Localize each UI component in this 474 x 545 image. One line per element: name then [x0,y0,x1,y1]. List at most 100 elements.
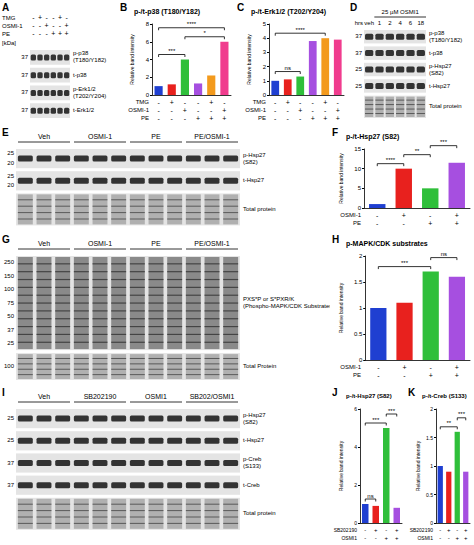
svg-text:18: 18 [417,20,424,26]
svg-text:H: H [332,234,339,245]
svg-text:-: - [45,30,48,37]
svg-text:5: 5 [263,21,267,27]
svg-text:Relative band intensity: Relative band intensity [415,440,421,491]
svg-text:+: + [58,30,62,37]
svg-text:+: + [402,364,406,371]
svg-text:**: ** [415,148,420,154]
svg-text:25: 25 [355,66,362,72]
svg-text:-: - [274,99,277,106]
svg-text:C: C [237,2,244,13]
svg-text:0: 0 [146,92,150,98]
svg-text:***: *** [372,417,380,423]
svg-text:-: - [403,220,406,227]
svg-text:-: - [375,535,377,541]
svg-text:-: - [32,30,35,37]
svg-text:+: + [209,115,213,122]
svg-text:TMG: TMG [136,99,150,105]
svg-text:4: 4 [398,20,402,26]
svg-text:J: J [332,387,338,398]
svg-text:+: + [58,14,62,21]
svg-text:+: + [374,527,378,533]
svg-text:-: - [223,99,226,106]
svg-text:20: 20 [7,160,14,166]
svg-text:veh: veh [364,20,374,26]
svg-text:Total Protein: Total Protein [243,363,276,369]
svg-text:25: 25 [7,415,14,421]
svg-text:p-/t-Creb (S133): p-/t-Creb (S133) [422,393,467,399]
svg-text:-: - [157,99,160,106]
svg-text:G: G [2,234,10,245]
svg-text:TMG: TMG [253,99,267,105]
svg-text:0: 0 [430,520,433,526]
svg-text:2: 2 [430,406,433,412]
svg-text:****: **** [296,27,306,33]
svg-text:p-/t-Hsp27 (S82): p-/t-Hsp27 (S82) [346,393,392,399]
svg-text:OSMI-1: OSMI-1 [245,107,266,113]
svg-text:100: 100 [4,286,15,292]
svg-text:+: + [323,115,327,122]
svg-text:1: 1 [359,305,363,311]
svg-text:-: - [287,115,290,122]
svg-text:37: 37 [7,327,14,333]
svg-text:p-p38: p-p38 [73,50,89,56]
svg-text:0: 0 [359,357,363,363]
svg-text:Veh: Veh [38,133,50,140]
svg-text:***: *** [401,260,409,266]
svg-text:-: - [430,364,433,371]
svg-text:-: - [274,115,277,122]
svg-text:t-p38: t-p38 [429,50,443,56]
svg-text:+: + [336,107,340,114]
svg-text:6: 6 [409,20,413,26]
svg-text:(Phospho-MAPK/CDK Substrates): (Phospho-MAPK/CDK Substrates) [243,303,330,309]
svg-text:+: + [455,212,459,219]
svg-text:(T180/Y182): (T180/Y182) [429,37,462,43]
svg-text:OSMI-1: OSMI-1 [340,364,361,370]
svg-text:-: - [39,30,42,37]
svg-text:25: 25 [7,173,14,179]
svg-text:OSMI-1: OSMI-1 [88,133,112,140]
svg-text:3: 3 [263,49,267,55]
svg-text:hrs: hrs [355,20,363,26]
svg-text:t-p38: t-p38 [73,72,87,78]
svg-text:25 µM OSMI1: 25 µM OSMI1 [382,9,420,15]
svg-text:Total protein: Total protein [243,510,276,516]
svg-text:(S82): (S82) [243,159,258,165]
svg-text:2: 2 [146,74,150,80]
svg-text:+: + [45,22,49,29]
svg-text:75: 75 [7,300,14,306]
svg-text:Relative band intensity: Relative band intensity [338,440,344,491]
svg-text:37: 37 [21,89,28,95]
svg-text:t-Hsp27: t-Hsp27 [429,83,451,89]
svg-text:1: 1 [430,463,433,469]
svg-text:-: - [52,14,55,21]
svg-text:***: *** [168,48,176,54]
svg-text:OSMI-1: OSMI-1 [88,240,112,247]
svg-text:p-Erk1/2: p-Erk1/2 [73,86,96,92]
svg-text:6: 6 [146,39,150,45]
svg-text:10: 10 [354,166,361,172]
svg-text:37: 37 [355,33,362,39]
svg-text:PE: PE [353,220,361,226]
svg-text:p-Hsp27: p-Hsp27 [243,412,266,418]
svg-text:+: + [429,372,433,379]
svg-text:****: **** [386,157,396,163]
svg-text:+: + [298,107,302,114]
svg-text:p-/t-Erk1/2 (T202/Y204): p-/t-Erk1/2 (T202/Y204) [251,8,326,16]
svg-text:Relative band intensity: Relative band intensity [129,34,135,85]
svg-text:37: 37 [355,50,362,56]
svg-text:+: + [428,220,432,227]
svg-text:PE/OSMI-1: PE/OSMI-1 [194,240,230,247]
svg-text:-: - [439,535,441,541]
svg-text:Relative band intensity: Relative band intensity [338,153,344,204]
svg-text:+: + [402,212,406,219]
svg-text:-: - [448,535,450,541]
svg-text:+: + [183,107,187,114]
svg-text:ns: ns [367,493,373,499]
svg-text:-: - [171,115,174,122]
svg-text:t-Creb: t-Creb [243,482,260,488]
svg-text:-: - [171,107,174,114]
svg-text:Veh: Veh [38,393,50,400]
svg-text:-: - [364,535,366,541]
svg-text:PE: PE [258,115,266,121]
svg-text:-: - [32,14,35,21]
